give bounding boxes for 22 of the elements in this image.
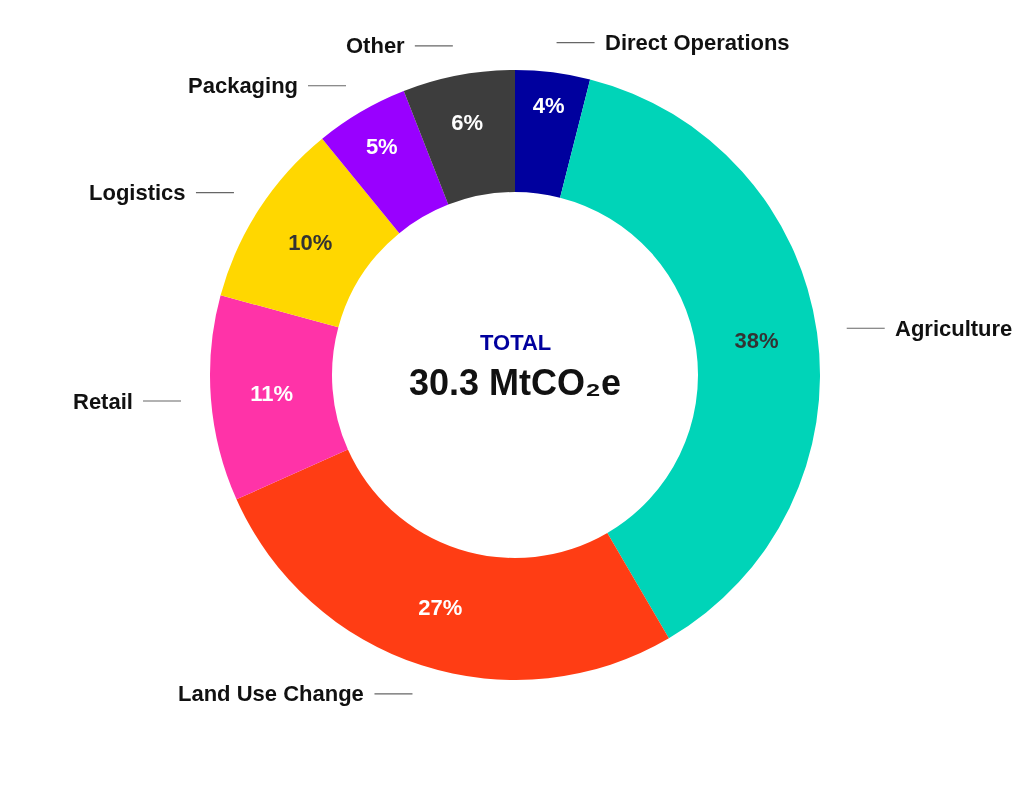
data-label: 5% — [365, 134, 398, 160]
slice-label: Agriculture — [895, 316, 1013, 341]
data-label: 6% — [451, 109, 484, 135]
donut-slice — [515, 70, 591, 198]
data-label: 4% — [532, 93, 565, 119]
slice-label: Direct Operations — [605, 30, 790, 55]
donut-slice — [322, 91, 449, 234]
data-label: 10% — [288, 229, 333, 255]
text: 30.3 MtCO₂e — [409, 362, 622, 403]
slice-label: Retail — [73, 389, 133, 414]
slice-label: Packaging — [188, 73, 299, 98]
data-label: 11% — [250, 381, 294, 407]
slice-label: Other — [346, 33, 406, 58]
donut-slice — [236, 449, 669, 680]
donut-slice — [210, 295, 348, 500]
data-label: 27% — [418, 594, 463, 620]
text: TOTAL — [480, 330, 552, 355]
donut-slice — [403, 70, 515, 205]
donut-slice — [220, 138, 400, 328]
slice-label: Land Use Change — [178, 681, 364, 706]
slice-label: Logistics — [89, 180, 186, 205]
data-label: 38% — [734, 328, 779, 354]
